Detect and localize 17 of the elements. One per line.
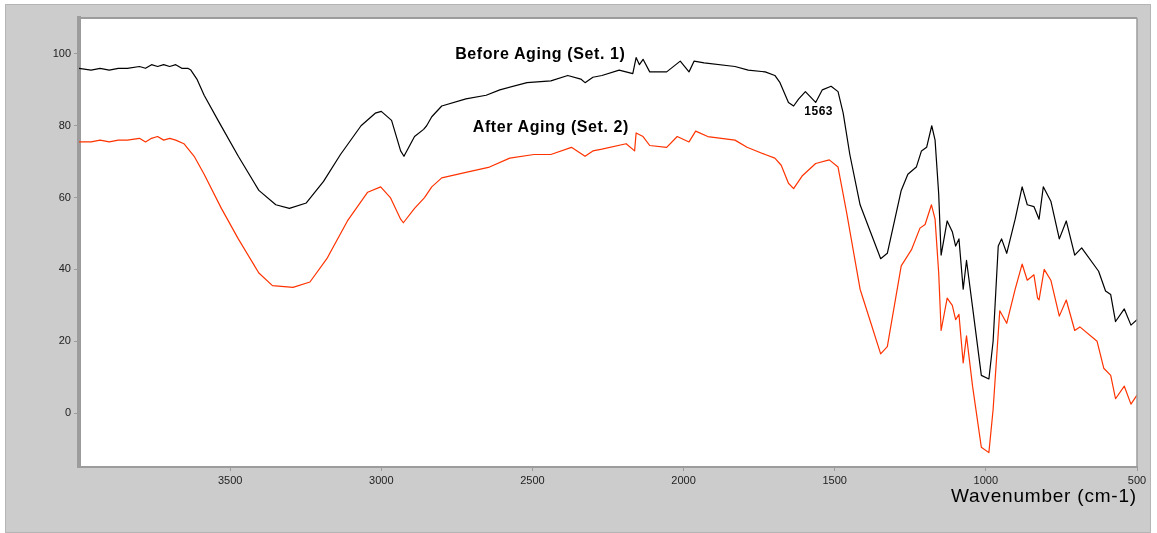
x-tick-label: 1500 — [822, 473, 847, 486]
series-label: After Aging (Set. 2) — [472, 118, 630, 136]
x-tick-label: 2500 — [520, 473, 545, 486]
x-tick-label: 3500 — [217, 473, 243, 486]
y-tick-label: 80 — [58, 118, 71, 131]
x-tick-label: 500 — [1127, 473, 1147, 486]
x-tick-label: 1000 — [973, 473, 999, 486]
y-tick-label: 0 — [64, 406, 71, 419]
y-tick-label: 60 — [58, 190, 71, 203]
y-tick-label: 40 — [58, 262, 71, 275]
x-tick-label: 2000 — [671, 473, 696, 486]
x-tick-label: 3000 — [369, 473, 394, 486]
x-axis-title: Wavenumber (cm-1) — [950, 485, 1137, 507]
series-label: Before Aging (Set. 1) — [455, 45, 626, 63]
annotation: 1563 — [804, 103, 834, 118]
y-tick-label: 100 — [52, 46, 71, 59]
y-tick-label: 20 — [58, 334, 71, 347]
